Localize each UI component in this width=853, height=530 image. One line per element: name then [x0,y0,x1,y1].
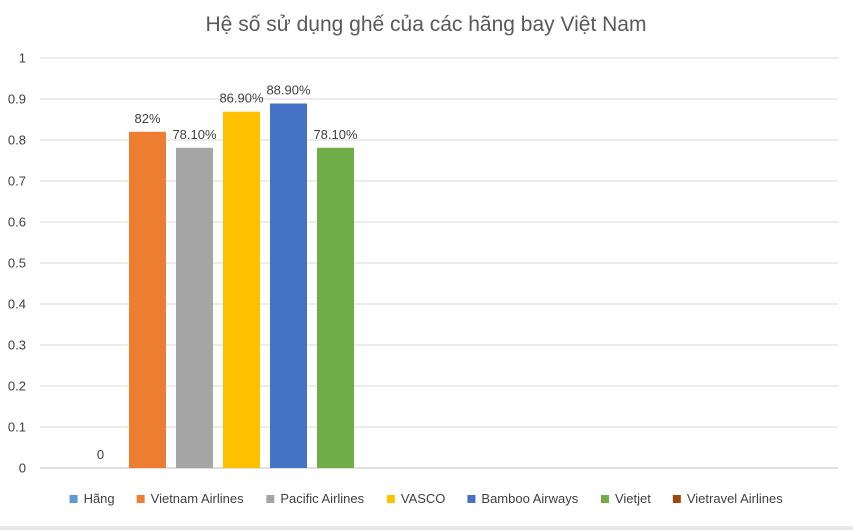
legend-label: Hãng [84,491,115,506]
y-tick-label: 0.3 [8,338,26,353]
data-label: 78.10% [313,127,358,142]
legend-label: Vietjet [615,491,651,506]
legend: Hãng Vietnam Airlines Pacific Airlines VASC… [69,491,783,506]
y-tick-label: 0 [19,461,26,476]
bar [270,103,307,468]
bottom-border [0,526,853,530]
bar [176,147,213,469]
y-tick-label: 0.4 [8,297,26,312]
y-tick-label: 0.1 [8,420,26,435]
legend-swatch [136,495,145,503]
y-tick-label: 0.2 [8,379,26,394]
legend-swatch [672,495,681,503]
legend-label: Bamboo Airways [481,491,578,506]
data-label: 78.10% [172,127,217,142]
bar [223,111,260,469]
data-label: 82% [134,111,160,126]
legend-swatch [600,495,609,503]
data-label: 0 [97,447,104,462]
y-tick-label: 0.8 [8,133,26,148]
y-tick-label: 1 [19,51,26,66]
legend-label: VASCO [401,491,446,506]
y-tick-label: 0.9 [8,92,26,107]
y-tick-label: 0.5 [8,256,26,271]
legend-label: Pacific Airlines [280,491,364,506]
chart-title: Hệ số sử dụng ghế của các hãng bay Việt … [206,13,647,36]
y-tick-label: 0.7 [8,174,26,189]
legend-swatch [266,495,275,503]
bar [317,147,354,469]
y-axis-ticks: 0 0.1 0.2 0.3 0.4 0.5 0.6 0.7 0.8 0.9 1 [8,51,26,476]
data-labels: 0 82% 78.10% 86.90%88.90% 78.10% [97,83,358,462]
legend-label: Vietravel Airlines [687,491,783,506]
legend-swatch [69,495,78,503]
legend-swatch [467,495,476,503]
bar [129,131,166,469]
gridlines [40,57,838,469]
y-tick-label: 0.6 [8,215,26,230]
bars [129,103,354,469]
data-label: 86.90% [219,91,264,106]
data-label: 88.90% [266,83,311,98]
legend-swatch [386,495,395,503]
legend-label: Vietnam Airlines [151,491,244,506]
